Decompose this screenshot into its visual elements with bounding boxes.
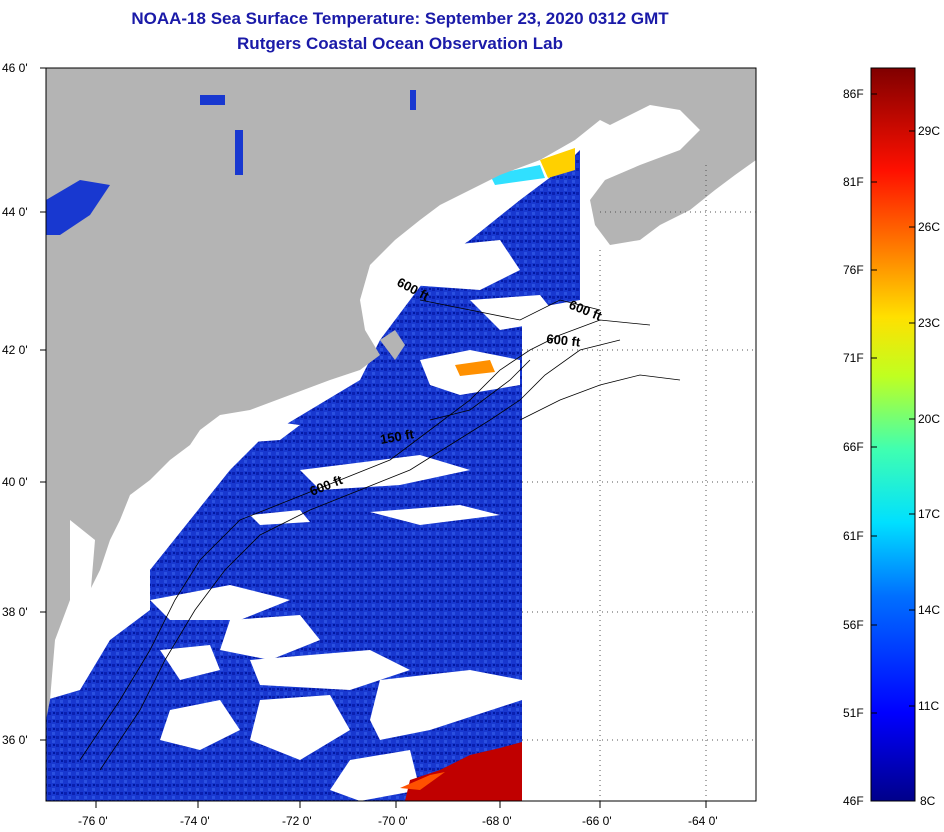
map-title: NOAA-18 Sea Surface Temperature: Septemb… (131, 9, 669, 28)
land-mass-us (46, 68, 600, 720)
lat-label: 36 0' (2, 733, 28, 747)
bathymetry-contours (79, 299, 681, 771)
colorbar-label-c: 17C (918, 507, 940, 521)
colorbar-label-f: 66F (843, 440, 864, 454)
lat-label: 38 0' (2, 605, 28, 619)
land-mass-canada (590, 68, 756, 245)
lat-label: 40 0' (2, 475, 28, 489)
lat-label: 42 0' (2, 343, 28, 357)
colorbar-label-f: 81F (843, 175, 864, 189)
colorbar-label-c: 14C (918, 603, 940, 617)
contour-label: 150 ft (379, 426, 416, 447)
lon-label: -70 0' (378, 814, 408, 828)
lon-label: -76 0' (78, 814, 108, 828)
colorbar-label-c: 11C (918, 699, 939, 713)
colorbar-label-f: 61F (843, 529, 864, 543)
colorbar-label-c: 8C (920, 794, 936, 808)
colorbar-label-c: 26C (918, 220, 940, 234)
lat-label: 46 0' (2, 61, 28, 75)
colorbar-label-f: 46F (843, 794, 864, 808)
cloud-gaps (150, 240, 560, 801)
lon-label: -72 0' (282, 814, 312, 828)
lon-label: -64 0' (688, 814, 718, 828)
colorbar-label-f: 51F (843, 706, 864, 720)
colorbar-label-c: 20C (918, 412, 940, 426)
graticule (522, 165, 756, 801)
axis-ticks (40, 67, 707, 808)
colorbar-ticks (871, 93, 915, 714)
colorbar-label-f: 86F (843, 87, 864, 101)
map-subtitle: Rutgers Coastal Ocean Observation Lab (237, 34, 563, 53)
warm-water-patch (405, 742, 522, 801)
colorbar-label-f: 71F (843, 351, 864, 365)
contour-label: 600 ft (546, 331, 582, 350)
lat-label: 44 0' (2, 205, 28, 219)
lon-label: -74 0' (180, 814, 210, 828)
colorbar-label-c: 23C (918, 316, 940, 330)
inland-lakes (46, 90, 416, 235)
lon-label: -68 0' (482, 814, 512, 828)
map-frame (45, 67, 757, 802)
colorbar-label-f: 76F (843, 263, 864, 277)
warm-streak-gulf (540, 148, 575, 178)
lon-label: -66 0' (582, 814, 612, 828)
colorbar-label-f: 56F (843, 618, 864, 632)
colorbar (870, 67, 916, 802)
colorbar-label-c: 29C (918, 124, 940, 138)
